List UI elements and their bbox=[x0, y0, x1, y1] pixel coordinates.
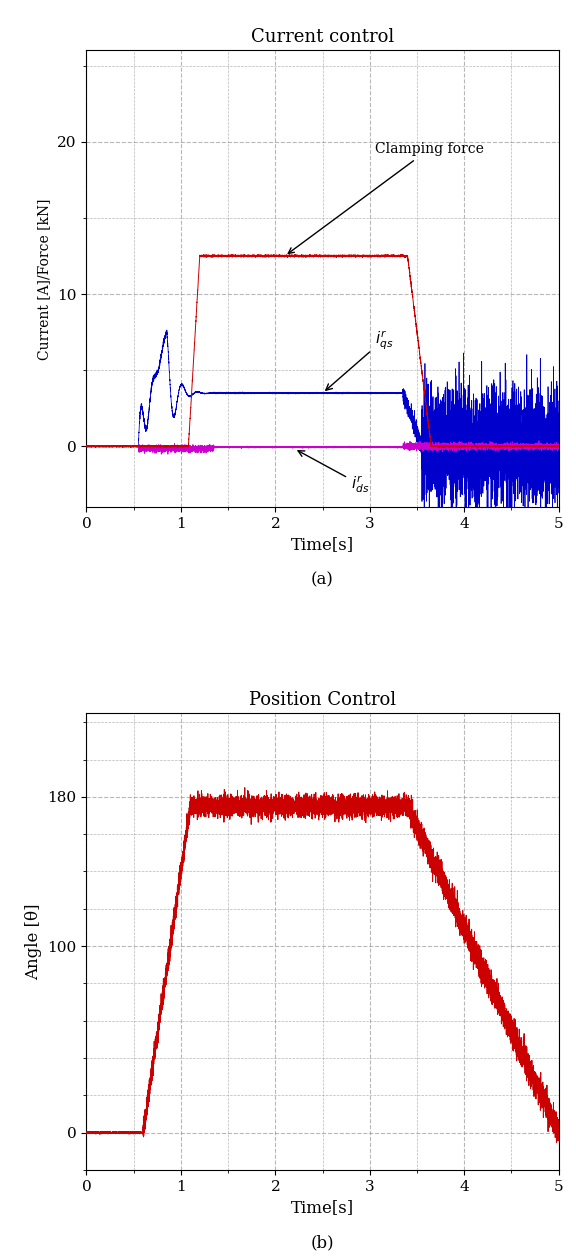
X-axis label: Time[s]: Time[s] bbox=[291, 1199, 354, 1216]
Y-axis label: Angle [θ]: Angle [θ] bbox=[25, 903, 42, 980]
Text: (b): (b) bbox=[310, 1234, 335, 1250]
Title: Current control: Current control bbox=[251, 28, 394, 47]
Y-axis label: Current [A]/Force [kN]: Current [A]/Force [kN] bbox=[37, 198, 52, 360]
Text: $i_{qs}^{r}$: $i_{qs}^{r}$ bbox=[326, 328, 393, 390]
Text: (a): (a) bbox=[311, 571, 334, 589]
Title: Position Control: Position Control bbox=[249, 691, 396, 708]
Text: $i_{ds}^{r}$: $i_{ds}^{r}$ bbox=[298, 450, 369, 496]
Text: Clamping force: Clamping force bbox=[288, 142, 483, 253]
X-axis label: Time[s]: Time[s] bbox=[291, 537, 354, 554]
